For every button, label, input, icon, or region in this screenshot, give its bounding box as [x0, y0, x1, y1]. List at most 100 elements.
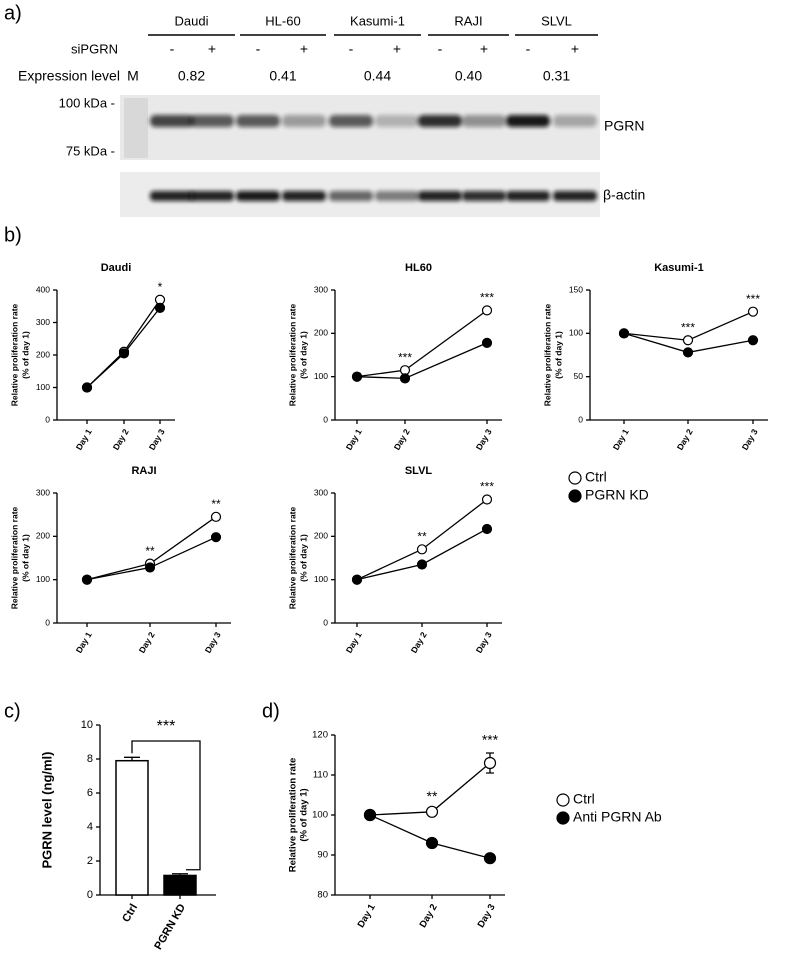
x-tick-label: Ctrl — [120, 902, 140, 924]
y-tick-label: 300 — [36, 317, 50, 327]
data-point — [416, 544, 428, 555]
x-tick-label: Day 2 — [392, 427, 412, 452]
y-tick-label: 0 — [87, 889, 93, 901]
significance: *** — [480, 291, 494, 305]
band — [506, 115, 550, 127]
data-point — [747, 335, 759, 346]
treatment-sign: - — [526, 41, 531, 57]
y-tick-label: 100 — [314, 371, 328, 381]
x-tick-label: Day 1 — [74, 427, 94, 452]
y-axis-label: Relative proliferation rate — [542, 303, 552, 406]
panel-label: d) — [262, 700, 280, 722]
significance: * — [158, 280, 163, 294]
legend-label: PGRN KD — [585, 487, 649, 503]
cell-line: Daudi — [175, 13, 209, 28]
panel-label: b) — [4, 224, 22, 246]
treatment-sign: + — [208, 41, 216, 57]
significance: *** — [681, 320, 695, 334]
x-tick-label: Day 2 — [675, 427, 695, 452]
y-tick-label: 100 — [36, 382, 50, 392]
data-point — [351, 574, 363, 585]
band — [190, 115, 234, 127]
expression-value: 0.41 — [269, 68, 296, 84]
treatment-sign: + — [300, 41, 308, 57]
x-tick-label: Day 1 — [74, 630, 94, 655]
y-tick-label: 400 — [36, 284, 50, 294]
y-tick-label: 8 — [87, 753, 93, 765]
significance: *** — [398, 350, 412, 364]
y-axis-label: Relative proliferation rate — [9, 303, 19, 406]
band — [375, 191, 419, 201]
y-axis-label: (% of day 1) — [299, 788, 310, 841]
band — [150, 191, 194, 201]
y-tick-label: 10 — [81, 719, 93, 731]
blot-background — [120, 95, 600, 160]
y-tick-label: 80 — [317, 890, 328, 901]
y-tick-label: 300 — [36, 487, 50, 497]
band — [190, 191, 234, 201]
panel-label: a) — [4, 2, 22, 24]
y-axis-label: Relative proliferation rate — [9, 506, 19, 609]
expression-value: 0.40 — [455, 68, 482, 84]
y-axis-label: (% of day 1) — [553, 331, 563, 379]
treatment-sign: + — [480, 41, 488, 57]
band — [462, 115, 506, 127]
x-tick-label: Day 1 — [344, 630, 364, 655]
significance: *** — [157, 718, 176, 735]
data-point — [618, 328, 630, 339]
x-tick-label: Day 2 — [418, 902, 440, 929]
y-tick-label: 2 — [87, 855, 93, 867]
data-point — [481, 337, 493, 348]
treatment-sign: + — [571, 41, 579, 57]
x-tick-label: Day 3 — [147, 427, 167, 452]
cell-line: SLVL — [541, 13, 572, 28]
data-point — [81, 382, 93, 393]
significance: ** — [427, 788, 438, 804]
band — [236, 115, 280, 127]
cell-line: RAJI — [454, 13, 482, 28]
band — [282, 191, 326, 201]
legend-marker — [556, 793, 570, 807]
y-tick-label: 0 — [323, 617, 328, 627]
series-line — [356, 309, 488, 378]
y-tick-label: 150 — [569, 284, 583, 294]
x-tick-label: Day 3 — [476, 902, 498, 929]
legend-label: Ctrl — [585, 469, 607, 485]
expression-value: 0.82 — [178, 68, 205, 84]
expression-label: Expression level — [18, 68, 120, 84]
data-point — [416, 559, 428, 570]
expression-value: 0.44 — [364, 68, 391, 84]
y-tick-label: 0 — [45, 617, 50, 627]
band — [236, 191, 280, 201]
y-axis-label: (% of day 1) — [298, 331, 308, 379]
cell-line: HL-60 — [265, 13, 300, 28]
size-marker: 100 kDa - — [59, 95, 115, 110]
legend-marker — [568, 471, 582, 485]
chart-title: Daudi — [101, 262, 132, 274]
legend-label: Ctrl — [573, 791, 595, 807]
marker-lane — [124, 98, 148, 158]
y-tick-label: 90 — [317, 850, 328, 861]
chart-title: Kasumi-1 — [654, 262, 704, 274]
marker-label: M — [127, 68, 139, 84]
y-tick-label: 120 — [312, 730, 328, 741]
significance: ** — [417, 530, 427, 544]
x-tick-label: Day 2 — [409, 630, 429, 655]
data-point — [425, 836, 439, 850]
data-point — [481, 494, 493, 505]
band — [553, 115, 597, 127]
data-point — [363, 808, 377, 822]
legend-marker — [556, 811, 570, 825]
significance: ** — [211, 497, 221, 511]
y-axis-label: PGRN level (ng/ml) — [39, 751, 54, 868]
band — [282, 115, 326, 127]
band-label: β-actin — [603, 187, 645, 203]
data-point — [154, 302, 166, 313]
size-marker: 75 kDa - — [66, 143, 115, 158]
significance: ** — [145, 544, 155, 558]
data-point — [399, 373, 411, 384]
y-tick-label: 0 — [323, 414, 328, 424]
data-point — [483, 756, 497, 770]
x-tick-label: Day 3 — [474, 427, 494, 452]
